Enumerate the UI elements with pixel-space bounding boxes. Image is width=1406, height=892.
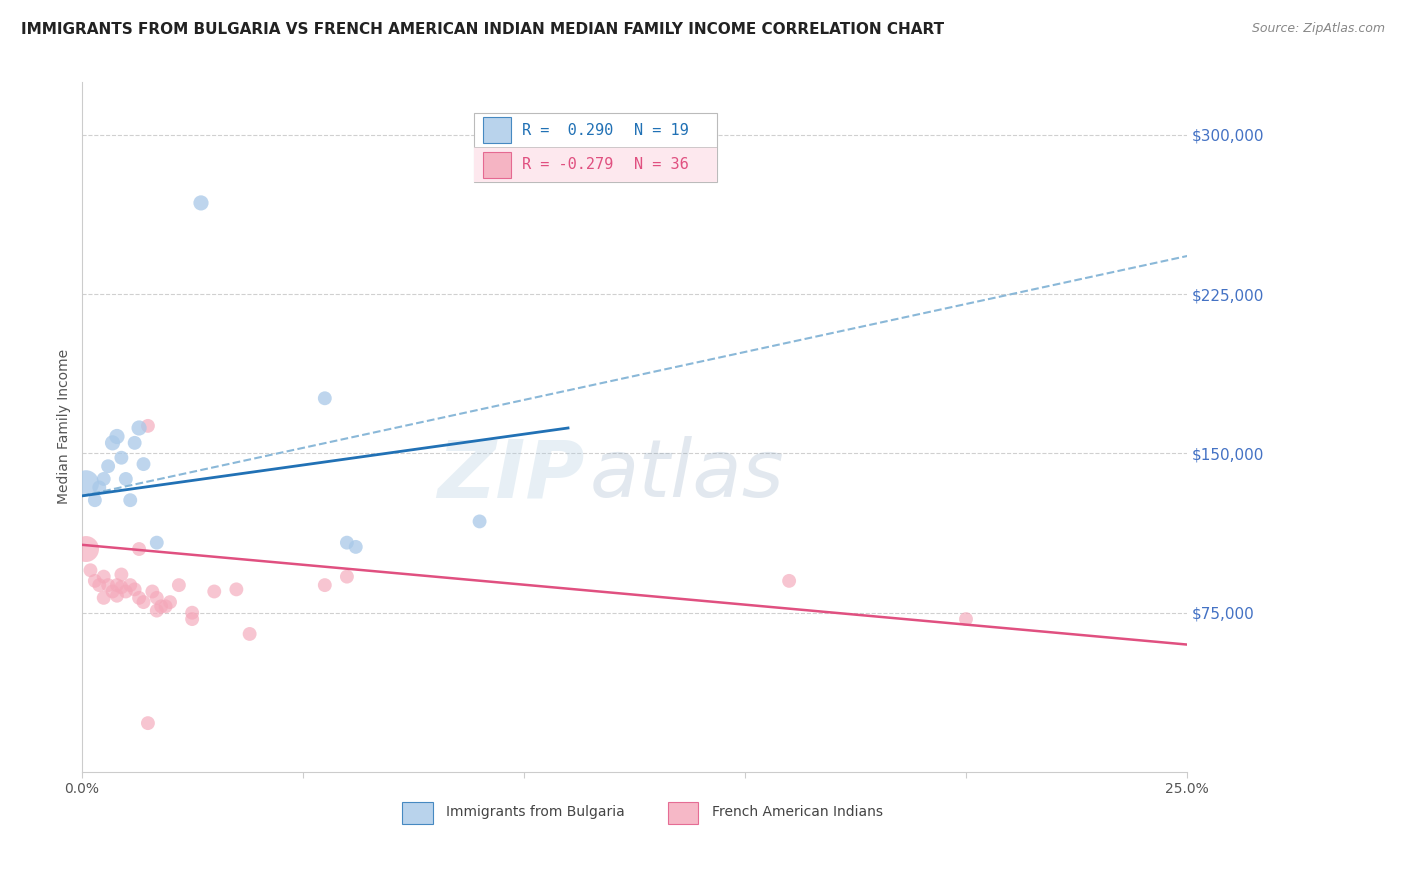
- Point: [120, 578, 142, 592]
- Point: [105, 429, 128, 443]
- Point: [105, 589, 128, 603]
- Point: [83, 574, 105, 588]
- Point: [128, 591, 150, 605]
- Point: [190, 195, 212, 210]
- Bar: [668, 802, 699, 823]
- Point: [114, 584, 136, 599]
- Point: [239, 627, 262, 641]
- Point: [101, 435, 124, 450]
- Point: [132, 457, 155, 471]
- Point: [97, 578, 120, 592]
- Text: Source: ZipAtlas.com: Source: ZipAtlas.com: [1251, 22, 1385, 36]
- Point: [75, 541, 97, 556]
- Text: Immigrants from Bulgaria: Immigrants from Bulgaria: [447, 805, 626, 819]
- Point: [89, 480, 111, 494]
- Point: [141, 584, 163, 599]
- Text: ZIP: ZIP: [437, 436, 585, 515]
- Text: French American Indians: French American Indians: [711, 805, 883, 819]
- Point: [344, 540, 367, 554]
- Y-axis label: Median Family Income: Median Family Income: [58, 350, 72, 505]
- Point: [110, 567, 132, 582]
- Point: [128, 421, 150, 435]
- Point: [97, 459, 120, 474]
- Point: [128, 541, 150, 556]
- Point: [79, 563, 101, 577]
- Point: [93, 569, 115, 583]
- Bar: [482, 117, 510, 144]
- Point: [336, 569, 359, 583]
- Point: [110, 580, 132, 594]
- Point: [181, 612, 204, 626]
- Point: [336, 535, 359, 549]
- Point: [136, 716, 159, 731]
- Point: [124, 435, 146, 450]
- Point: [778, 574, 800, 588]
- Text: atlas: atlas: [591, 436, 785, 515]
- Point: [146, 604, 169, 618]
- Text: IMMIGRANTS FROM BULGARIA VS FRENCH AMERICAN INDIAN MEDIAN FAMILY INCOME CORRELAT: IMMIGRANTS FROM BULGARIA VS FRENCH AMERI…: [21, 22, 945, 37]
- Point: [93, 591, 115, 605]
- Text: R =  0.290: R = 0.290: [522, 123, 613, 137]
- Point: [468, 515, 491, 529]
- Text: N = 36: N = 36: [634, 157, 689, 172]
- Point: [83, 493, 105, 508]
- Point: [202, 584, 225, 599]
- Point: [124, 582, 146, 597]
- Point: [146, 591, 169, 605]
- Point: [225, 582, 247, 597]
- Point: [89, 578, 111, 592]
- Point: [110, 450, 132, 465]
- Point: [132, 595, 155, 609]
- Point: [155, 599, 177, 614]
- Point: [146, 535, 169, 549]
- Bar: [402, 802, 433, 823]
- Text: N = 19: N = 19: [634, 123, 689, 137]
- Point: [159, 595, 181, 609]
- Point: [101, 584, 124, 599]
- Point: [314, 391, 336, 405]
- Point: [93, 472, 115, 486]
- Point: [136, 418, 159, 433]
- FancyBboxPatch shape: [474, 147, 717, 182]
- Point: [105, 578, 128, 592]
- Bar: [482, 152, 510, 178]
- Point: [114, 472, 136, 486]
- Text: R = -0.279: R = -0.279: [522, 157, 613, 172]
- Point: [314, 578, 336, 592]
- FancyBboxPatch shape: [474, 113, 717, 182]
- Point: [150, 599, 173, 614]
- Point: [181, 606, 204, 620]
- Point: [120, 493, 142, 508]
- Point: [75, 476, 97, 491]
- Point: [955, 612, 977, 626]
- Point: [167, 578, 190, 592]
